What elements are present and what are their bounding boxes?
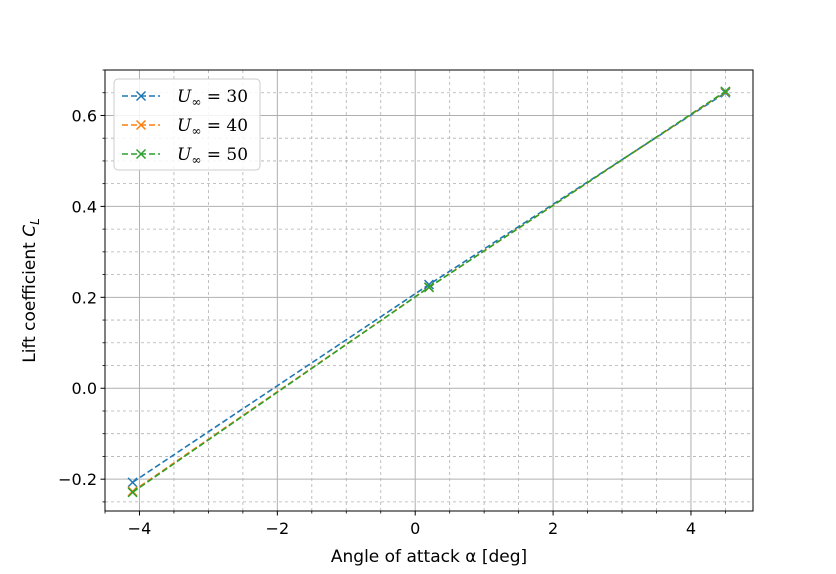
x-tick-label: −2: [266, 519, 290, 538]
data-point-marker: [127, 477, 138, 488]
data-point-marker: [423, 282, 435, 293]
legend-box: [113, 78, 261, 171]
data-point-marker: [423, 279, 435, 290]
legend-label: U∞ = 50: [177, 145, 248, 167]
legend: U∞ = 30 U∞ = 40 U∞ = 50: [113, 78, 261, 171]
series-layer: [127, 86, 731, 498]
y-tick-label: 0.4: [72, 197, 97, 216]
legend-label: U∞ = 40: [177, 116, 248, 138]
data-point-marker: [720, 86, 731, 97]
y-axis-label: Lift coefficient CL: [20, 218, 42, 363]
legend-marker: [135, 148, 147, 160]
legend-label: U∞ = 30: [177, 87, 248, 109]
data-point-marker: [127, 487, 138, 498]
ticks: −4 −2 0 2 4 −0.2 0.0 0.2 0.4 0.6: [58, 69, 726, 538]
legend-marker: [135, 119, 147, 131]
y-tick-label: 0.0: [72, 379, 97, 398]
y-tick-label: −0.2: [58, 470, 97, 489]
x-tick-label: 2: [548, 519, 558, 538]
series-3: [127, 86, 731, 498]
x-axis-label: Angle of attack α [deg]: [331, 547, 527, 567]
y-tick-label: 0.6: [72, 106, 97, 125]
x-tick-label: 0: [410, 519, 420, 538]
plot-frame: [104, 69, 754, 512]
x-tick-label: 4: [686, 519, 696, 538]
x-tick-label: −4: [128, 519, 152, 538]
y-tick-label: 0.2: [72, 288, 97, 307]
legend-marker: [135, 90, 147, 102]
